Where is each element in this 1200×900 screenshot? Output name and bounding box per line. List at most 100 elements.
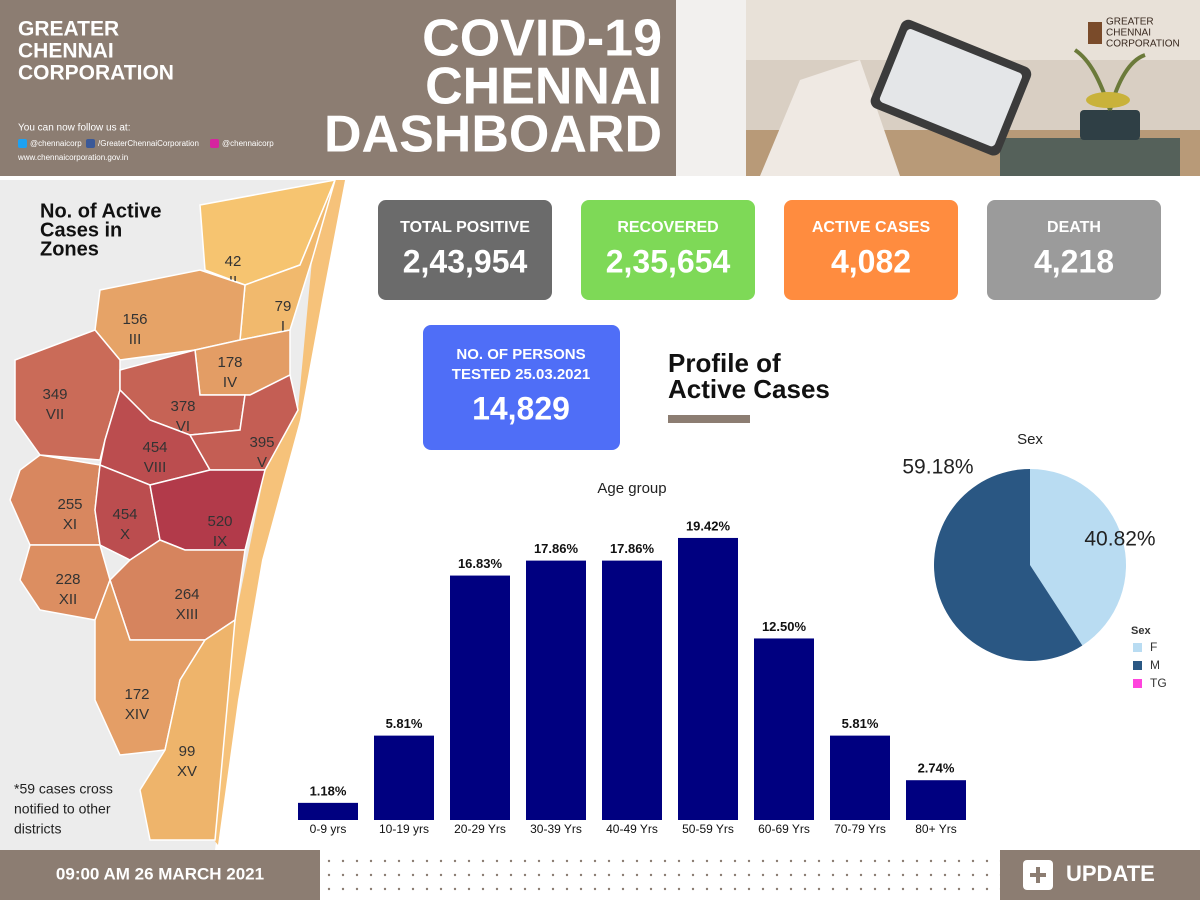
zone-name: XII: [59, 591, 77, 608]
coast-strip: [214, 180, 345, 845]
map-note: districts: [14, 821, 61, 837]
zone-count: 520: [207, 513, 232, 530]
bar: [830, 735, 890, 820]
zone-count: 156: [122, 311, 147, 328]
x-tick-label: 10-19 yrs: [379, 822, 429, 836]
bar-value-label: 12.50%: [762, 619, 807, 634]
bar: [906, 780, 966, 820]
map-title: No. of Active: [40, 200, 162, 222]
x-tick-label: 0-9 yrs: [310, 822, 347, 836]
logo-text: CHENNAI: [1106, 28, 1151, 39]
bar: [298, 802, 358, 820]
bar: [450, 575, 510, 820]
zone-name: XI: [63, 516, 77, 533]
zone-area: [149, 469, 266, 551]
follow-text: You can now follow us at:: [18, 123, 130, 134]
stat-value: 4,218: [1034, 243, 1114, 279]
legend-swatch: [1133, 643, 1142, 652]
logo-text: CORPORATION: [1106, 39, 1180, 50]
stat-label: ACTIVE CASES: [812, 219, 931, 236]
bar-value-label: 17.86%: [610, 541, 655, 556]
zone-count: 395: [249, 434, 274, 451]
zone-name: XIV: [125, 706, 149, 723]
dashboard-title: COVID-19: [422, 10, 662, 68]
legend-label: F: [1150, 640, 1157, 654]
update-time: 09:00 AM 26 MARCH 2021: [56, 864, 264, 883]
bar-value-label: 5.81%: [386, 716, 423, 731]
footer-band: [0, 850, 320, 900]
zone-name: IV: [223, 374, 237, 391]
stat-label: DEATH: [1047, 219, 1101, 236]
x-tick-label: 60-69 Yrs: [758, 822, 810, 836]
zone-count: 454: [142, 439, 167, 456]
zone-count: 349: [42, 386, 67, 403]
bar-value-label: 1.18%: [310, 783, 347, 798]
zone-name: XV: [177, 763, 197, 780]
org-name: CORPORATION: [18, 62, 174, 85]
bar: [526, 560, 586, 820]
org-name: GREATER: [18, 18, 119, 41]
pie-value-label: 40.82%: [1084, 528, 1155, 551]
x-tick-label: 30-39 Yrs: [530, 822, 582, 836]
zone-count: 228: [55, 571, 80, 588]
legend-label: M: [1150, 658, 1160, 672]
pie-value-label: 59.18%: [902, 456, 973, 479]
dashboard-title: CHENNAI: [425, 58, 662, 116]
x-tick-label: 80+ Yrs: [915, 822, 956, 836]
bar: [678, 537, 738, 820]
legend-swatch: [1133, 679, 1142, 688]
tested-card: [423, 325, 620, 450]
twitter-handle: @chennaicorp: [30, 139, 82, 148]
zone-count: 178: [217, 354, 242, 371]
zone-name: IX: [213, 533, 227, 550]
website: www.chennaicorporation.gov.in: [17, 153, 128, 162]
chart-title: Sex: [1017, 431, 1043, 448]
map-title: Zones: [40, 238, 99, 260]
bar-value-label: 16.83%: [458, 556, 503, 571]
legend-title: Sex: [1131, 625, 1151, 637]
stat-value: 4,082: [831, 243, 911, 279]
zone-count: 79: [275, 298, 292, 315]
zone-area: [139, 618, 236, 841]
stat-value: 2,35,654: [606, 243, 731, 279]
chart-title: Age group: [597, 480, 666, 497]
social-icons: [18, 139, 219, 148]
zone-name: VII: [46, 406, 64, 423]
stat-label: TOTAL POSITIVE: [400, 219, 530, 236]
bar: [602, 560, 662, 820]
zone-count: 264: [174, 586, 199, 603]
stat-value: 2,43,954: [403, 243, 528, 279]
header-band: [0, 0, 676, 176]
update-icon: [1023, 860, 1053, 890]
tested-label: NO. OF PERSONS: [456, 346, 585, 363]
bar: [374, 735, 434, 820]
dashboard-title: DASHBOARD: [324, 106, 662, 164]
logo-text: GREATER: [1106, 17, 1154, 28]
map-note: notified to other: [14, 801, 111, 817]
zone-count: 42: [225, 253, 242, 270]
update-label: UPDATE: [1066, 861, 1155, 886]
zone-name: VIII: [144, 459, 167, 476]
pie-slice: [934, 469, 1083, 662]
footer-dots: [320, 850, 1000, 900]
photo: [676, 0, 1200, 176]
zone-name: III: [129, 331, 142, 348]
zone-count: 378: [170, 398, 195, 415]
profile-title: Profile of: [668, 348, 781, 378]
zone-count: 172: [124, 686, 149, 703]
bar: [754, 638, 814, 820]
x-tick-label: 70-79 Yrs: [834, 822, 886, 836]
zone-count: 99: [179, 743, 196, 760]
x-tick-label: 40-49 Yrs: [606, 822, 658, 836]
stat-card: [987, 200, 1161, 300]
map-note: *59 cases cross: [14, 781, 113, 797]
bar-value-label: 19.42%: [686, 518, 731, 533]
tested-value: 14,829: [472, 390, 570, 426]
profile-title: Active Cases: [668, 374, 830, 404]
legend-label: TG: [1150, 676, 1167, 690]
facebook-page: /GreaterChennaiCorporation: [98, 139, 199, 148]
stat-label: RECOVERED: [617, 219, 718, 236]
tested-label: TESTED 25.03.2021: [452, 366, 590, 383]
